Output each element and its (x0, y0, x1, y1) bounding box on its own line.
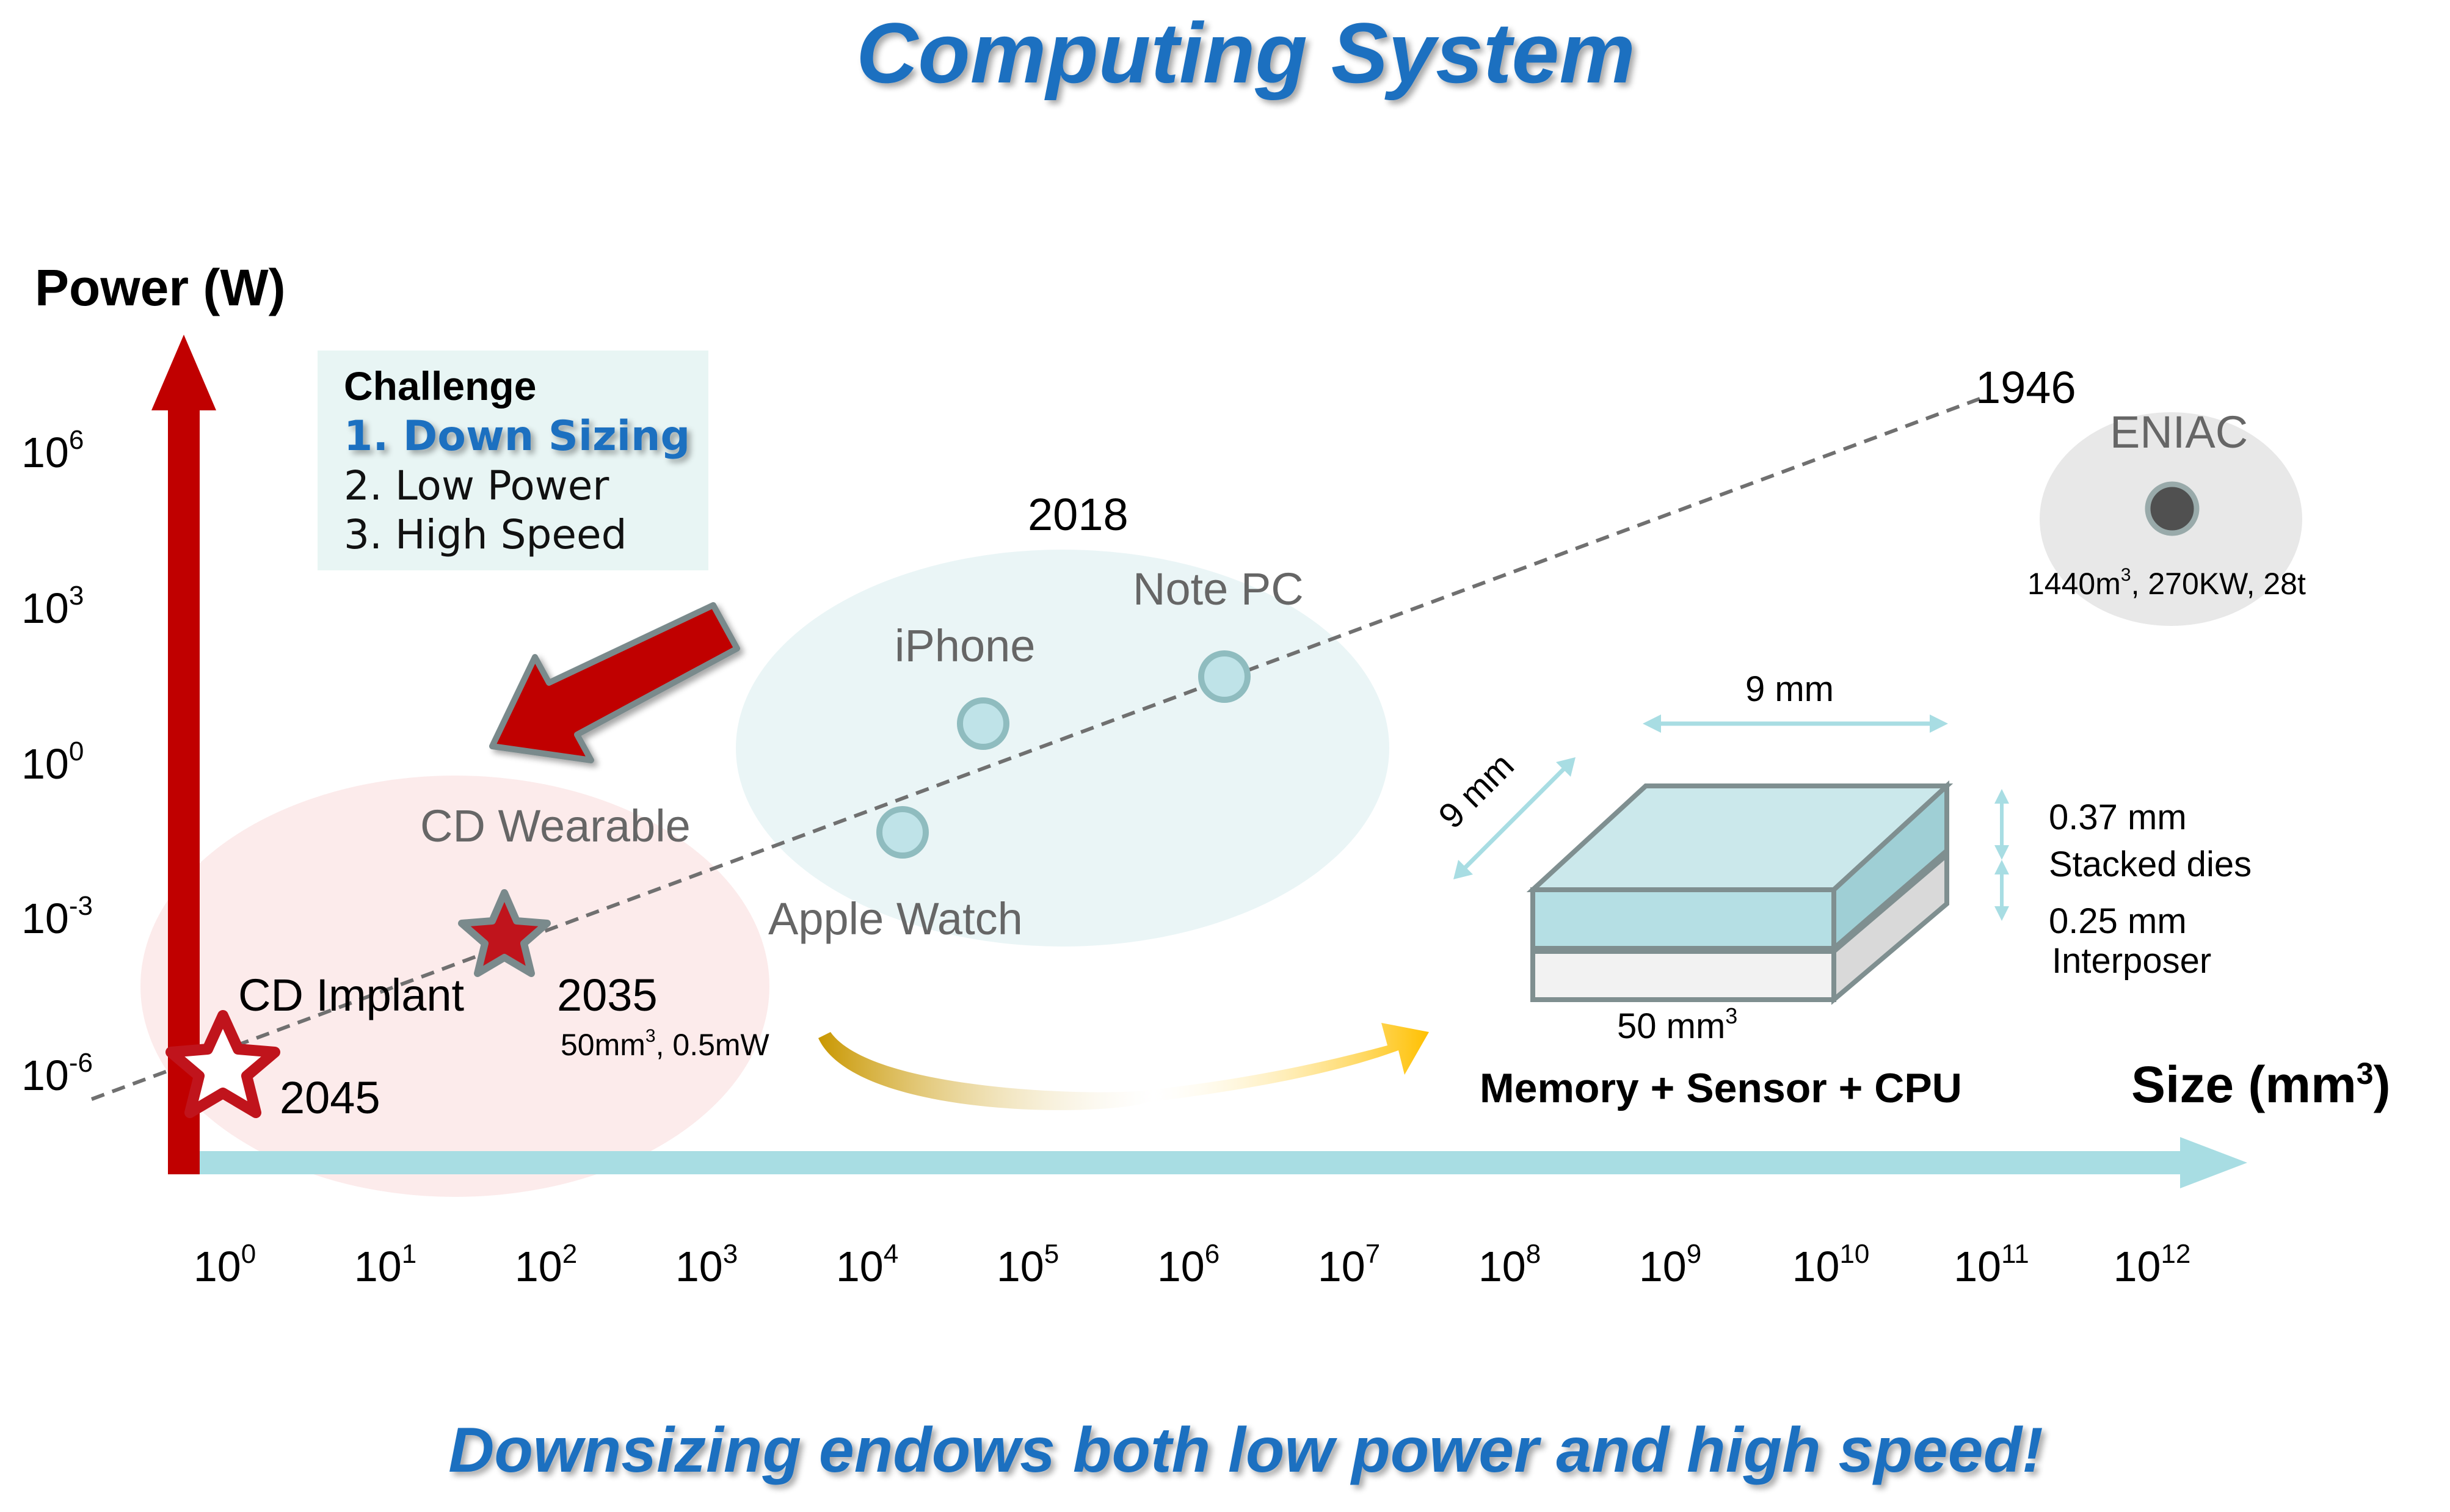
x-axis-label: Size (mm3) (2131, 1056, 2391, 1113)
x-tick-label: 1011 (1954, 1239, 2029, 1290)
y-axis-arrowhead (151, 335, 216, 410)
specs-2035: 50mm3, 0.5mW (561, 1026, 770, 1062)
eniac-label: ENIAC (2110, 407, 2248, 457)
y-tick-label: 100 (21, 736, 84, 788)
year-2035-label: 2035 (557, 970, 658, 1020)
width-dimension-arrow (1643, 714, 1948, 733)
stack-name-label: Stacked dies (2049, 845, 2252, 884)
year-2045-label: 2045 (280, 1072, 380, 1123)
chip-volume-label: 50 mm3 (1617, 1003, 1737, 1046)
x-tick-label: 107 (1318, 1239, 1380, 1290)
x-tick-label: 106 (1157, 1239, 1220, 1290)
eniac-specs: 1440m3, 270KW, 28t (2027, 565, 2306, 601)
chip-width-label: 9 mm (1745, 669, 1834, 709)
challenge-box (318, 351, 708, 570)
interposer-height-label: 0.25 mm (2049, 901, 2187, 941)
page-title: Computing System (856, 5, 1635, 101)
iphone-marker (957, 697, 1009, 750)
y-tick-labels: 106 103 100 10-3 10-6 (21, 425, 93, 1099)
x-axis-shaft (200, 1151, 2184, 1174)
die-front (1530, 887, 1836, 951)
stack-height-label: 0.37 mm (2049, 798, 2187, 837)
x-tick-label: 104 (836, 1239, 898, 1290)
interposer-front (1530, 949, 1836, 1002)
y-axis-label: Power (W) (35, 259, 286, 316)
x-tick-label: 100 (194, 1239, 256, 1290)
interposer-name-label: Interposer (2052, 941, 2211, 981)
cd-wearable-star-outer (458, 889, 551, 977)
note-pc-label: Note PC (1133, 564, 1304, 614)
y-tick-label: 10-3 (21, 891, 93, 942)
x-tick-label: 109 (1639, 1239, 1701, 1290)
y-tick-label: 103 (21, 581, 84, 632)
cd-implant-label: CD Implant (238, 970, 465, 1020)
eniac-dot (2145, 481, 2200, 536)
x-tick-label: 101 (354, 1239, 416, 1290)
year-1946-label: 1946 (1976, 362, 2076, 413)
challenge-item-3: 3. High Speed (344, 511, 627, 558)
x-tick-label: 1010 (1792, 1239, 1870, 1290)
iphone-label: iPhone (895, 620, 1035, 671)
height-dimension-arrows (1994, 789, 2009, 921)
chip-diagram (1526, 780, 1954, 1005)
x-tick-label: 105 (997, 1239, 1059, 1290)
interposer-side (1831, 849, 1949, 1005)
chip-caption: Memory + Sensor + CPU (1480, 1065, 1962, 1111)
transition-curve (818, 1023, 1429, 1110)
cd-region (140, 776, 769, 1197)
x-tick-label: 102 (515, 1239, 577, 1290)
y-tick-label: 106 (21, 425, 84, 476)
year-2018-label: 2018 (1028, 489, 1129, 540)
trend-line (90, 395, 1986, 1101)
cd-implant-star (165, 1010, 280, 1118)
footer-message: Downsizing endows both low power and hig… (448, 1415, 2043, 1486)
challenge-heading: Challenge (344, 363, 536, 409)
challenge-item-2: 2. Low Power (344, 462, 609, 509)
x-axis-arrowhead (2180, 1137, 2247, 1188)
cd-wearable-label: CD Wearable (420, 801, 691, 851)
x-tick-label: 108 (1478, 1239, 1541, 1290)
x-tick-labels: 100 101 102 103 104 105 106 107 108 109 1010 1011 10… (194, 1239, 2191, 1290)
challenge-item-1: 1. Down Sizing (344, 412, 690, 460)
depth-dimension-arrow (1453, 757, 1576, 879)
y-tick-label: 10-6 (21, 1048, 93, 1099)
x-tick-label: 103 (675, 1239, 738, 1290)
x-tick-label: 1012 (2114, 1239, 2191, 1290)
die-side (1831, 780, 1949, 954)
apple-watch-marker (876, 806, 929, 859)
downsizing-arrow (489, 602, 740, 763)
note-pc-marker (1198, 650, 1251, 703)
apple-watch-label: Apple Watch (768, 893, 1023, 944)
